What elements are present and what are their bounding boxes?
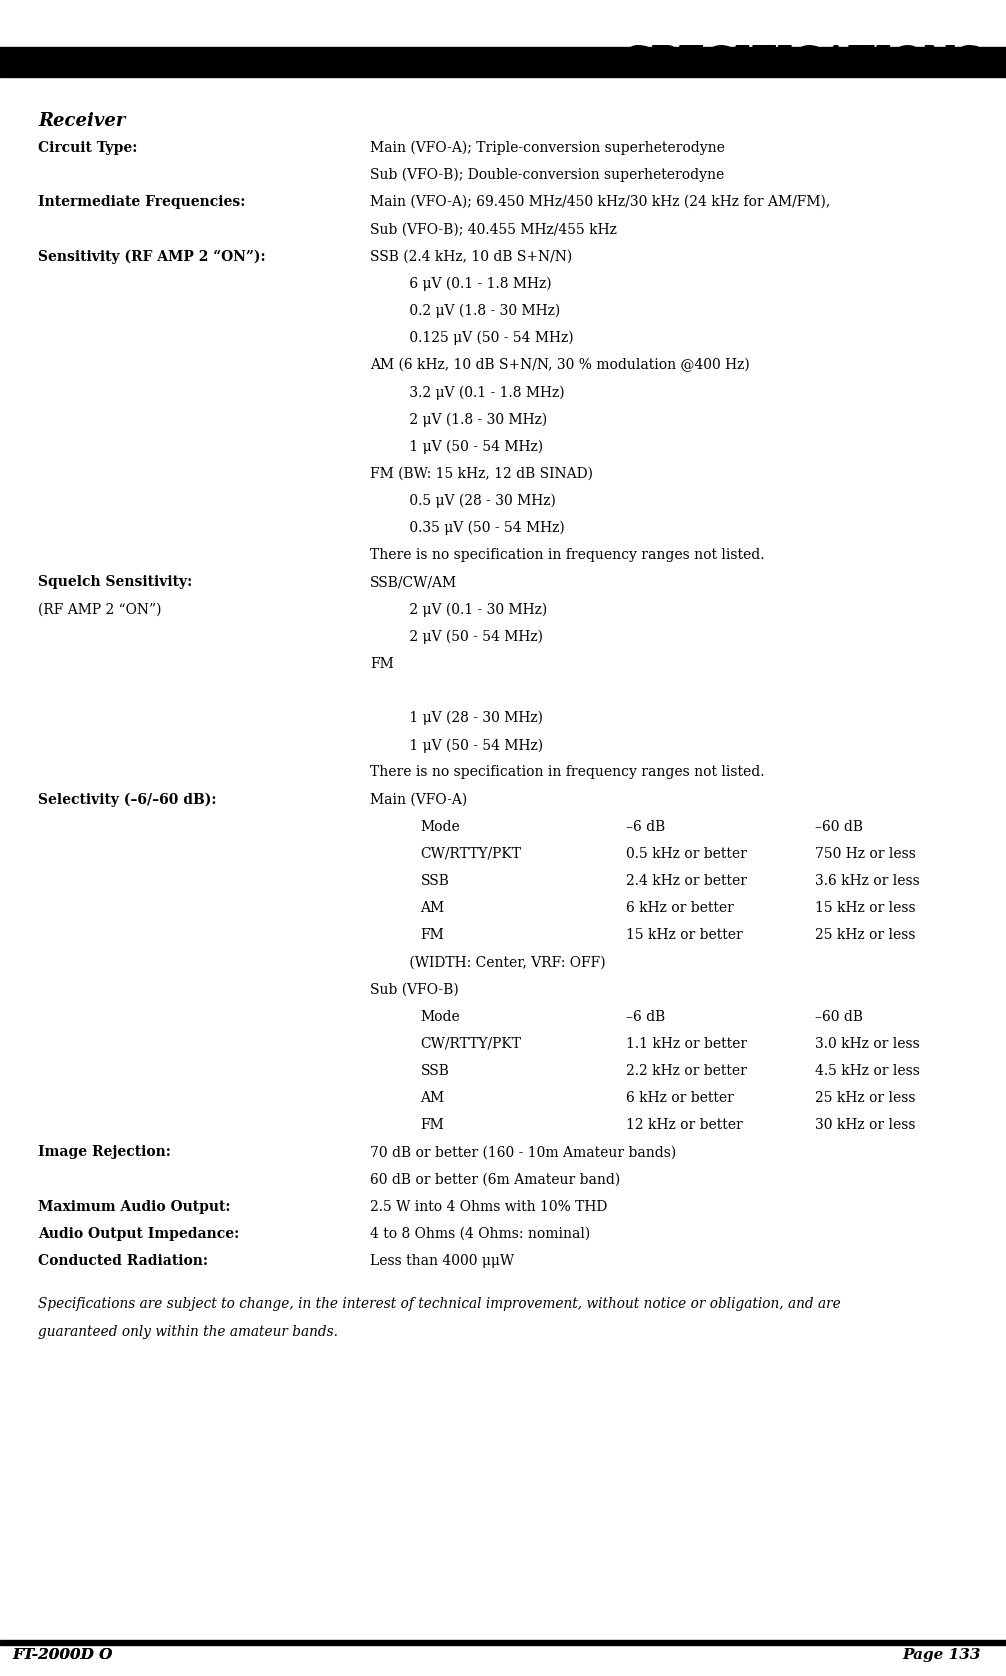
Bar (0, 47, 1006, 77)
Text: 2 μV (1.8 - 30 MHz): 2 μV (1.8 - 30 MHz) (370, 412, 547, 427)
Text: 30 kHz or less: 30 kHz or less (815, 1118, 915, 1133)
Text: Conducted Radiation:: Conducted Radiation: (38, 1254, 208, 1269)
Text: Sensitivity (RF AMP 2 “ON”):: Sensitivity (RF AMP 2 “ON”): (38, 250, 266, 263)
Text: Image Rejection:: Image Rejection: (38, 1145, 171, 1160)
Text: –6 dB: –6 dB (626, 1009, 665, 1024)
Text: Main (VFO-A); Triple-conversion superheterodyne: Main (VFO-A); Triple-conversion superhet… (370, 141, 725, 156)
Text: 2 μV (0.1 - 30 MHz): 2 μV (0.1 - 30 MHz) (370, 602, 547, 617)
Text: AM: AM (421, 1091, 445, 1104)
Text: Page 133: Page 133 (902, 1649, 981, 1663)
Text: Squelch Sensitivity:: Squelch Sensitivity: (38, 575, 192, 590)
Text: Audio Output Impedance:: Audio Output Impedance: (38, 1227, 239, 1240)
Text: 4 to 8 Ohms (4 Ohms: nominal): 4 to 8 Ohms (4 Ohms: nominal) (370, 1227, 591, 1240)
Text: 3.0 kHz or less: 3.0 kHz or less (815, 1037, 919, 1051)
Text: SSB: SSB (421, 1064, 450, 1078)
Text: 1 μV (28 - 30 MHz): 1 μV (28 - 30 MHz) (370, 711, 543, 726)
Text: FM: FM (421, 1118, 445, 1133)
Text: 4.5 kHz or less: 4.5 kHz or less (815, 1064, 919, 1078)
Text: 15 kHz or better: 15 kHz or better (626, 929, 742, 942)
Text: CW/RTTY/PKT: CW/RTTY/PKT (421, 846, 521, 861)
Text: 0.5 kHz or better: 0.5 kHz or better (626, 846, 746, 861)
Text: SSB (2.4 kHz, 10 dB S+N/N): SSB (2.4 kHz, 10 dB S+N/N) (370, 250, 572, 263)
Bar (0, 1639, 1006, 1646)
Text: Sub (VFO-B): Sub (VFO-B) (370, 982, 459, 997)
Text: Circuit Type:: Circuit Type: (38, 141, 138, 154)
Text: 25 kHz or less: 25 kHz or less (815, 1091, 915, 1104)
Text: 6 μV (0.1 - 1.8 MHz): 6 μV (0.1 - 1.8 MHz) (370, 277, 552, 292)
Text: Mode: Mode (421, 1009, 461, 1024)
Text: 0.35 μV (50 - 54 MHz): 0.35 μV (50 - 54 MHz) (370, 521, 565, 535)
Text: 1 μV (50 - 54 MHz): 1 μV (50 - 54 MHz) (370, 737, 543, 753)
Text: 2.4 kHz or better: 2.4 kHz or better (626, 873, 746, 888)
Text: Intermediate Frequencies:: Intermediate Frequencies: (38, 194, 245, 210)
Text: Less than 4000 μμW: Less than 4000 μμW (370, 1254, 514, 1269)
Text: AM: AM (421, 902, 445, 915)
Text: 15 kHz or less: 15 kHz or less (815, 902, 915, 915)
Text: (WIDTH: Center, VRF: OFF): (WIDTH: Center, VRF: OFF) (370, 955, 606, 969)
Text: 2.5 W into 4 Ohms with 10% THD: 2.5 W into 4 Ohms with 10% THD (370, 1200, 608, 1213)
Text: 6 kHz or better: 6 kHz or better (626, 1091, 733, 1104)
Text: 0.2 μV (1.8 - 30 MHz): 0.2 μV (1.8 - 30 MHz) (370, 303, 560, 318)
Text: AM (6 kHz, 10 dB S+N/N, 30 % modulation @400 Hz): AM (6 kHz, 10 dB S+N/N, 30 % modulation … (370, 359, 749, 372)
Text: –6 dB: –6 dB (626, 820, 665, 833)
Text: 60 dB or better (6m Amateur band): 60 dB or better (6m Amateur band) (370, 1173, 621, 1187)
Text: FT-2000D O: FT-2000D O (12, 1649, 113, 1663)
Text: 12 kHz or better: 12 kHz or better (626, 1118, 742, 1133)
Text: –60 dB: –60 dB (815, 820, 863, 833)
Text: 6 kHz or better: 6 kHz or better (626, 902, 733, 915)
Text: There is no specification in frequency ranges not listed.: There is no specification in frequency r… (370, 548, 765, 561)
Text: Main (VFO-A); 69.450 MHz/450 kHz/30 kHz (24 kHz for AM/FM),: Main (VFO-A); 69.450 MHz/450 kHz/30 kHz … (370, 194, 831, 210)
Text: Receiver: Receiver (38, 112, 126, 131)
Text: 25 kHz or less: 25 kHz or less (815, 929, 915, 942)
Text: FM: FM (370, 657, 394, 670)
Text: Selectivity (–6/–60 dB):: Selectivity (–6/–60 dB): (38, 793, 216, 806)
Text: FM: FM (421, 929, 445, 942)
Text: –60 dB: –60 dB (815, 1009, 863, 1024)
Text: SPECIFICATIONS: SPECIFICATIONS (623, 44, 981, 77)
Text: Specifications are subject to change, in the interest of technical improvement, : Specifications are subject to change, in… (38, 1297, 841, 1311)
Text: 2 μV (50 - 54 MHz): 2 μV (50 - 54 MHz) (370, 630, 543, 644)
Text: (RF AMP 2 “ON”): (RF AMP 2 “ON”) (38, 602, 162, 617)
Text: Sub (VFO-B); Double-conversion superheterodyne: Sub (VFO-B); Double-conversion superhete… (370, 168, 724, 183)
Text: 3.2 μV (0.1 - 1.8 MHz): 3.2 μV (0.1 - 1.8 MHz) (370, 385, 564, 399)
Text: Sub (VFO-B); 40.455 MHz/455 kHz: Sub (VFO-B); 40.455 MHz/455 kHz (370, 223, 617, 236)
Text: Main (VFO-A): Main (VFO-A) (370, 793, 468, 806)
Text: 3.6 kHz or less: 3.6 kHz or less (815, 873, 919, 888)
Text: Maximum Audio Output:: Maximum Audio Output: (38, 1200, 230, 1213)
Text: guaranteed only within the amateur bands.: guaranteed only within the amateur bands… (38, 1324, 338, 1339)
Text: 0.5 μV (28 - 30 MHz): 0.5 μV (28 - 30 MHz) (370, 494, 556, 508)
Text: 750 Hz or less: 750 Hz or less (815, 846, 915, 861)
Text: Mode: Mode (421, 820, 461, 833)
Text: 1.1 kHz or better: 1.1 kHz or better (626, 1037, 746, 1051)
Text: SSB/CW/AM: SSB/CW/AM (370, 575, 458, 590)
Text: SSB: SSB (421, 873, 450, 888)
Text: 2.2 kHz or better: 2.2 kHz or better (626, 1064, 746, 1078)
Text: CW/RTTY/PKT: CW/RTTY/PKT (421, 1037, 521, 1051)
Text: 0.125 μV (50 - 54 MHz): 0.125 μV (50 - 54 MHz) (370, 330, 573, 345)
Text: 1 μV (50 - 54 MHz): 1 μV (50 - 54 MHz) (370, 439, 543, 454)
Text: There is no specification in frequency ranges not listed.: There is no specification in frequency r… (370, 766, 765, 779)
Text: FT-2000D O: FT-2000D O (12, 1649, 113, 1663)
Text: FM (BW: 15 kHz, 12 dB SINAD): FM (BW: 15 kHz, 12 dB SINAD) (370, 466, 594, 481)
Text: 70 dB or better (160 - 10m Amateur bands): 70 dB or better (160 - 10m Amateur bands… (370, 1145, 676, 1160)
